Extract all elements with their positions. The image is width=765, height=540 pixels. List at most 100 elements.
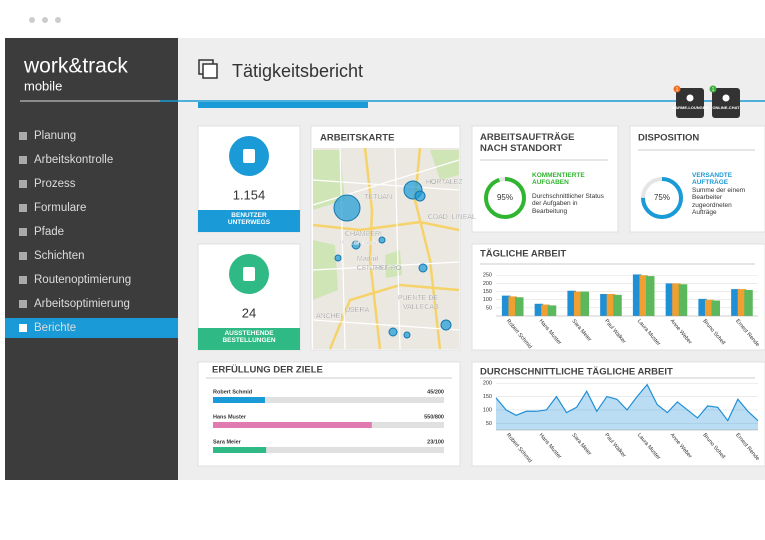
bar bbox=[639, 275, 648, 316]
map-label: Madrid bbox=[357, 256, 379, 263]
y-tick-label: 50 bbox=[486, 305, 492, 311]
map-label: USERA bbox=[345, 307, 369, 314]
park bbox=[313, 240, 338, 300]
bar bbox=[698, 298, 707, 316]
goal-name: Robert Schmid bbox=[213, 389, 252, 395]
y-tick-label: 100 bbox=[483, 407, 492, 413]
bar bbox=[547, 305, 557, 316]
bar bbox=[508, 296, 517, 316]
logo: work&track bbox=[23, 55, 128, 78]
y-tick-label: 200 bbox=[483, 381, 492, 387]
map-label: ANCHEL bbox=[316, 313, 345, 320]
map-label: RETIRO bbox=[375, 265, 402, 272]
y-tick-label: 250 bbox=[483, 273, 492, 279]
card-title: ARBEITSKARTE bbox=[320, 133, 394, 144]
widget-icon bbox=[243, 149, 255, 163]
marker bbox=[378, 236, 386, 244]
menu-icon bbox=[19, 204, 27, 212]
window-dot bbox=[55, 17, 61, 23]
bar bbox=[580, 291, 590, 316]
header-button[interactable] bbox=[712, 88, 740, 118]
y-tick-label: 200 bbox=[483, 281, 492, 287]
goal-label: 45/200 bbox=[427, 389, 444, 395]
menu-item[interactable]: Schichten bbox=[34, 250, 85, 262]
map-label: CHAMBERÍ bbox=[345, 229, 382, 238]
map-label: Plaza de España bbox=[340, 240, 378, 246]
menu-item[interactable]: Arbeitsoptimierung bbox=[34, 298, 130, 310]
goal-track bbox=[213, 397, 444, 403]
donut-arc bbox=[641, 177, 683, 219]
roads bbox=[312, 147, 460, 350]
goal-bar bbox=[213, 447, 267, 453]
menu-active bbox=[5, 318, 178, 338]
donut-heading: VERSANDTE AUFTRÄGE bbox=[692, 172, 733, 187]
header-button[interactable] bbox=[676, 88, 704, 118]
bar bbox=[711, 300, 721, 316]
menu-item[interactable]: Prozess bbox=[34, 178, 76, 190]
menu-item[interactable]: Berichte bbox=[34, 322, 76, 334]
bar bbox=[744, 289, 753, 316]
logo-sub: mobile bbox=[24, 78, 62, 93]
bar bbox=[567, 290, 576, 316]
menu-icon bbox=[19, 228, 27, 236]
bar bbox=[672, 283, 681, 316]
widget-footer bbox=[198, 328, 300, 350]
donut-text: Durchschnittlicher Status der Aufgaben i… bbox=[532, 193, 604, 215]
y-tick-label: 50 bbox=[486, 421, 492, 427]
bar bbox=[737, 289, 747, 316]
button-label: ONLINE-CHAT bbox=[712, 105, 740, 110]
map-label: TETUÁN bbox=[364, 192, 392, 201]
donut-arc bbox=[484, 177, 526, 219]
widget-footer bbox=[198, 210, 300, 232]
menu-icon bbox=[19, 252, 27, 260]
road bbox=[413, 147, 442, 350]
goal-track bbox=[213, 447, 444, 453]
menu-icon bbox=[19, 324, 27, 332]
badge bbox=[709, 85, 717, 93]
goal-name: Sara Meier bbox=[213, 439, 242, 445]
donut-text: Summe der einem Bearbeiter zugeordneten … bbox=[692, 187, 746, 217]
page-title: Tätigkeitsbericht bbox=[232, 61, 363, 81]
menu-item[interactable]: Arbeitskontrolle bbox=[34, 154, 113, 166]
bar bbox=[534, 303, 544, 316]
bar bbox=[541, 304, 550, 316]
map bbox=[312, 147, 460, 350]
card-title: ARBEITSAUFTRÄGE NACH STANDORT bbox=[480, 132, 575, 154]
road bbox=[328, 283, 460, 350]
y-tick-label: 150 bbox=[483, 394, 492, 400]
menu-icon bbox=[19, 156, 27, 164]
y-tick-label: 150 bbox=[483, 289, 492, 295]
donut-label: 75% bbox=[654, 193, 670, 202]
bar bbox=[606, 294, 616, 316]
menu-item[interactable]: Formulare bbox=[34, 202, 86, 214]
marker bbox=[418, 263, 428, 273]
marker bbox=[388, 327, 398, 337]
bar bbox=[731, 289, 740, 316]
bar bbox=[600, 294, 609, 316]
badge-count: 1 bbox=[712, 87, 715, 93]
widget-icon bbox=[243, 267, 255, 281]
road bbox=[312, 220, 460, 232]
menu-item[interactable]: Routenoptimierung bbox=[34, 274, 131, 286]
badge bbox=[673, 85, 681, 93]
header-bar bbox=[198, 102, 368, 108]
bar bbox=[665, 283, 675, 316]
bar bbox=[678, 284, 688, 316]
line bbox=[495, 383, 759, 422]
card-title: DURCHSCHNITTLICHE TÄGLICHE ARBEIT bbox=[480, 367, 673, 378]
widget-label: AUSSTEHENDE BESTELLUNGEN bbox=[222, 330, 276, 345]
widget-value: 24 bbox=[242, 305, 256, 320]
marker bbox=[351, 240, 361, 250]
button-label: WARME-LOUNGEN bbox=[672, 105, 709, 110]
menu-item[interactable]: Planung bbox=[34, 130, 76, 142]
browser-bar bbox=[0, 0, 765, 38]
donut-label: 95% bbox=[497, 193, 513, 202]
widget-label: BENUTZER UNTERWEGS bbox=[227, 212, 271, 227]
window-dot bbox=[42, 17, 48, 23]
menu-item[interactable]: Pfade bbox=[34, 226, 64, 238]
map-label: CENTRO bbox=[357, 265, 387, 272]
widget-value: 1.154 bbox=[233, 187, 266, 202]
report-icon bbox=[202, 63, 218, 79]
